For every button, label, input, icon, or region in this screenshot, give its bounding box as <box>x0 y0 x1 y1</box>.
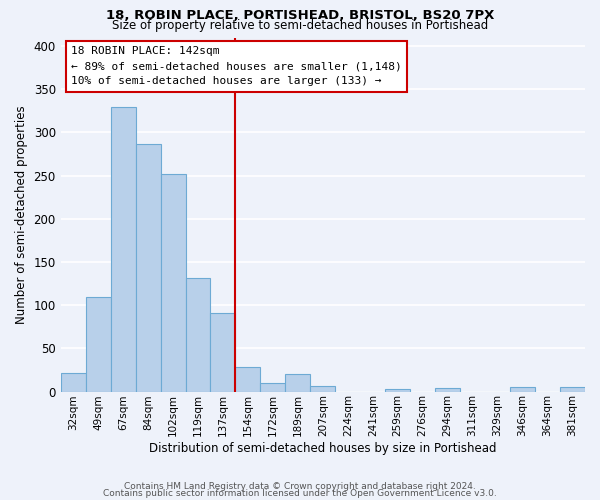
Text: 18 ROBIN PLACE: 142sqm
← 89% of semi-detached houses are smaller (1,148)
10% of : 18 ROBIN PLACE: 142sqm ← 89% of semi-det… <box>71 46 402 86</box>
Bar <box>510 387 535 392</box>
Text: Contains HM Land Registry data © Crown copyright and database right 2024.: Contains HM Land Registry data © Crown c… <box>124 482 476 491</box>
Bar <box>136 144 161 392</box>
Bar <box>260 383 286 392</box>
Bar <box>235 368 260 392</box>
Bar <box>185 278 211 392</box>
Text: 18, ROBIN PLACE, PORTISHEAD, BRISTOL, BS20 7PX: 18, ROBIN PLACE, PORTISHEAD, BRISTOL, BS… <box>106 9 494 22</box>
Bar <box>86 296 110 392</box>
Bar <box>385 389 410 392</box>
Bar <box>560 387 585 392</box>
Bar <box>435 388 460 392</box>
Bar <box>161 174 185 392</box>
Text: Contains public sector information licensed under the Open Government Licence v3: Contains public sector information licen… <box>103 489 497 498</box>
Bar <box>61 372 86 392</box>
Bar <box>286 374 310 392</box>
Y-axis label: Number of semi-detached properties: Number of semi-detached properties <box>15 105 28 324</box>
X-axis label: Distribution of semi-detached houses by size in Portishead: Distribution of semi-detached houses by … <box>149 442 497 455</box>
Bar <box>110 106 136 392</box>
Bar <box>310 386 335 392</box>
Bar <box>211 313 235 392</box>
Text: Size of property relative to semi-detached houses in Portishead: Size of property relative to semi-detach… <box>112 19 488 32</box>
